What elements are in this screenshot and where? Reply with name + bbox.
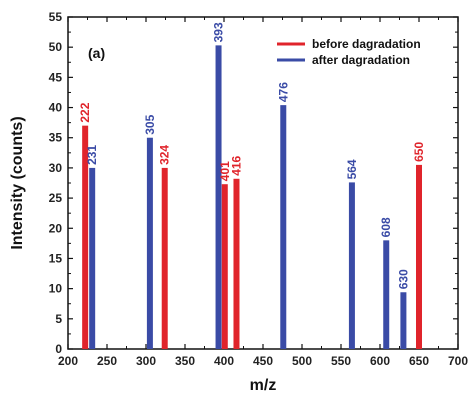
x-tick-label: 550 [331, 354, 351, 368]
axes-layer: 200 250 300 350 400 450 500 550 600 650 700 0 5 10 15 2… [49, 10, 469, 368]
bar-after [348, 182, 355, 349]
bars-layer [82, 45, 422, 350]
bar-after [146, 137, 153, 349]
panel-label: (a) [88, 45, 105, 61]
x-tick-label: 300 [136, 354, 156, 368]
y-tick-label: 55 [49, 10, 63, 24]
y-tick-label: 10 [49, 282, 63, 296]
y-tick-label: 30 [49, 161, 63, 175]
y-tick-label: 25 [49, 191, 63, 205]
x-tick-label: 400 [214, 354, 234, 368]
y-tick-label: 20 [49, 221, 63, 235]
x-tick-label: 350 [175, 354, 195, 368]
data-label: 564 [345, 159, 359, 179]
y-tick-label: 45 [49, 70, 63, 84]
data-label: 401 [218, 161, 232, 181]
data-label: 222 [78, 102, 92, 122]
y-tick-label: 5 [55, 312, 62, 326]
y-axis-title: Intensity (counts) [9, 116, 26, 249]
data-label: 305 [143, 114, 157, 134]
x-tick-label: 450 [253, 354, 273, 368]
bar-after [383, 240, 390, 349]
bar-before [233, 178, 240, 349]
data-label: 630 [396, 269, 410, 289]
x-tick-label: 600 [370, 354, 390, 368]
data-label: 416 [229, 155, 243, 175]
y-tick-label: 15 [49, 251, 63, 265]
data-label: 608 [379, 217, 393, 237]
data-label: 393 [212, 22, 226, 42]
y-tick-label: 35 [49, 131, 63, 145]
bar-before [82, 125, 89, 350]
data-label: 231 [85, 145, 99, 165]
bar-after [89, 167, 96, 349]
x-tick-label: 650 [409, 354, 429, 368]
data-label: 324 [158, 145, 172, 165]
legend: before dagradation after dagradation [277, 37, 421, 67]
x-tick-label: 200 [58, 354, 78, 368]
bar-before [161, 167, 168, 349]
y-tick-label: 40 [49, 101, 63, 115]
x-tick-label: 250 [97, 354, 117, 368]
bar-before [221, 184, 228, 349]
data-label: 476 [276, 82, 290, 102]
bar-after [280, 105, 287, 349]
bar-before [416, 164, 422, 349]
x-axis-title: m/z [250, 377, 277, 394]
legend-label-after: after dagradation [312, 53, 410, 67]
bar-after [400, 292, 407, 349]
x-tick-label: 500 [292, 354, 312, 368]
x-tick-label: 700 [448, 354, 468, 368]
legend-label-before: before dagradation [312, 37, 421, 51]
data-label: 650 [412, 142, 426, 162]
bar-after [215, 45, 222, 349]
y-tick-label: 0 [55, 342, 62, 356]
y-tick-label: 50 [49, 40, 63, 54]
